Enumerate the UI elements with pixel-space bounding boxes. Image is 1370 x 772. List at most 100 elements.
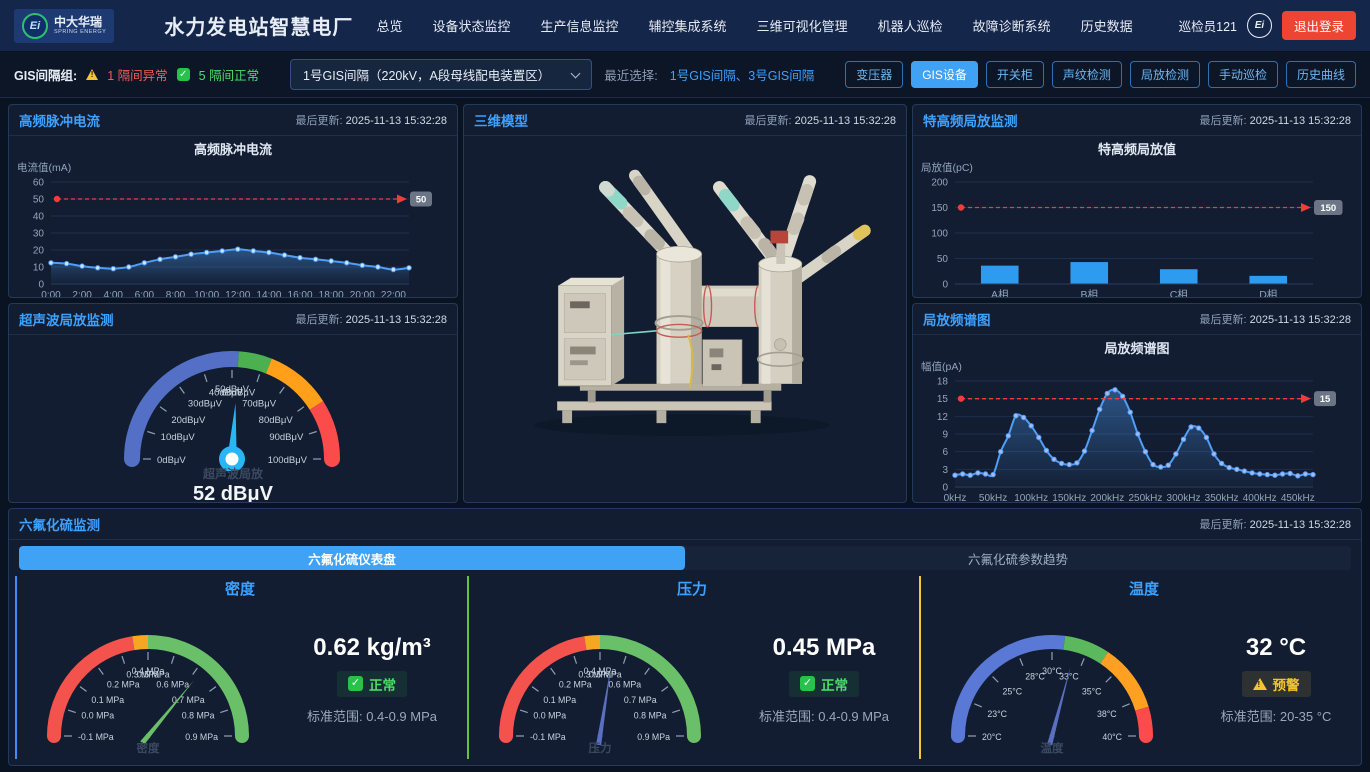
brand-name: 中大华瑞 [54, 14, 103, 29]
user-avatar-icon[interactable]: Ei [1246, 13, 1272, 38]
svg-text:0.1 MPa: 0.1 MPa [543, 695, 576, 705]
voiceprint-detect-button[interactable]: 声纹检测 [1051, 61, 1122, 88]
svg-text:35°C: 35°C [1082, 687, 1102, 697]
svg-text:350kHz: 350kHz [1205, 493, 1239, 503]
svg-text:0.5 MPa: 0.5 MPa [589, 669, 622, 679]
svg-text:12: 12 [937, 412, 949, 423]
card-title: 密度 [224, 581, 255, 598]
svg-text:0.0 MPa: 0.0 MPa [533, 710, 566, 720]
svg-text:0.7 MPa: 0.7 MPa [172, 695, 205, 705]
last-updated: 最后更新: 2025-11-13 15:32:28 [744, 115, 896, 127]
nav-item-history-data[interactable]: 历史数据 [1080, 19, 1133, 34]
svg-text:B相: B相 [1080, 288, 1098, 298]
svg-text:150: 150 [1320, 203, 1336, 214]
svg-text:10dBμV: 10dBμV [161, 432, 196, 443]
svg-text:0.8 MPa: 0.8 MPa [634, 710, 667, 720]
svg-text:6: 6 [942, 447, 948, 458]
svg-text:D相: D相 [1259, 288, 1277, 298]
svg-text:0dBμV: 0dBμV [157, 455, 186, 466]
transformer-button[interactable]: 变压器 [845, 61, 904, 88]
svg-text:8:00: 8:00 [166, 290, 186, 298]
nav-item-overview[interactable]: 总览 [376, 19, 403, 34]
svg-text:0.1 MPa: 0.1 MPa [91, 695, 124, 705]
svg-text:90dBμV: 90dBμV [269, 432, 304, 443]
svg-text:0.9 MPa: 0.9 MPa [637, 732, 670, 742]
switchgear-button[interactable]: 开关柜 [985, 61, 1044, 88]
svg-text:0.9 MPa: 0.9 MPa [185, 732, 218, 742]
panel-title: 高频脉冲电流 [19, 114, 100, 129]
tab-sf6-gauges[interactable]: 六氟化硫仪表盘 [19, 546, 685, 570]
standard-range: 标准范围: 20-35 °C [1220, 708, 1332, 724]
main-nav: 总览 设备状态监控 生产信息监控 辅控集成系统 三维可视化管理 机器人巡检 故障… [377, 16, 1133, 35]
svg-text:20°C: 20°C [982, 732, 1002, 742]
pd-detect-button[interactable]: 局放检测 [1129, 61, 1200, 88]
history-curve-button[interactable]: 历史曲线 [1285, 61, 1356, 88]
svg-text:-0.1 MPa: -0.1 MPa [78, 732, 114, 742]
temperature-value: 32 °C [1245, 633, 1307, 661]
panel-hf-pulse-current: 高频脉冲电流 最后更新: 2025-11-13 15:32:28 高频脉冲电流 … [8, 104, 458, 298]
panel-ultrasonic-pd: 超声波局放监测 最后更新: 2025-11-13 15:32:28 0dBμV 1… [8, 303, 458, 503]
svg-text:C相: C相 [1170, 288, 1188, 298]
svg-text:0: 0 [942, 483, 948, 494]
svg-text:50dBμV: 50dBμV [215, 384, 250, 395]
svg-text:200kHz: 200kHz [1090, 493, 1124, 503]
status-badge: 预警 [1241, 670, 1311, 697]
standard-range: 标准范围: 0.4-0.9 MPa [758, 708, 890, 724]
svg-text:0:00: 0:00 [41, 290, 61, 298]
card-title: 温度 [1128, 581, 1159, 598]
gis-3d-model[interactable] [464, 136, 906, 502]
svg-text:10: 10 [33, 263, 45, 274]
recent-links[interactable]: 1号GIS间隔、3号GIS间隔 [669, 69, 815, 83]
svg-text:22:00: 22:00 [381, 290, 406, 298]
ultrasonic-gauge: 0dBμV 10dBμV 20dBμV 30dBμV 40dBμV 50dBμV 60dBμ… [9, 339, 457, 472]
nav-item-3d-management[interactable]: 三维可视化管理 [756, 19, 848, 34]
nav-item-production-info[interactable]: 生产信息监控 [540, 19, 619, 34]
svg-text:23°C: 23°C [987, 709, 1007, 719]
panel-3d-model: 三维模型 最后更新: 2025-11-13 15:32:28 [463, 104, 907, 503]
svg-text:0.5 MPa: 0.5 MPa [137, 669, 170, 679]
svg-text:9: 9 [942, 430, 948, 441]
svg-text:100: 100 [931, 229, 948, 240]
last-updated: 最后更新: 2025-11-13 15:32:28 [1199, 115, 1351, 127]
svg-text:30: 30 [33, 229, 45, 240]
svg-text:幅值(pA): 幅值(pA) [921, 360, 962, 373]
svg-text:28°C: 28°C [1025, 671, 1045, 681]
manual-patrol-button[interactable]: 手动巡检 [1207, 61, 1278, 88]
normal-count: 5 隔间正常 [198, 69, 260, 83]
panel-uhf-pd: 特高频局放监测 最后更新: 2025-11-13 15:32:28 特高频局放值… [912, 104, 1362, 298]
warning-icon [86, 69, 99, 80]
last-updated: 最后更新: 2025-11-13 15:32:28 [295, 314, 447, 326]
svg-text:40dBμV: 40dBμV [209, 388, 244, 399]
nav-item-fault-diagnosis[interactable]: 故障诊断系统 [972, 19, 1051, 34]
chart-title: 局放频谱图 [1104, 341, 1170, 356]
nav-item-device-status[interactable]: 设备状态监控 [432, 19, 511, 34]
panel-pd-spectrum: 局放频谱图 最后更新: 2025-11-13 15:32:28 局放频谱图 幅值… [912, 303, 1362, 503]
svg-text:150: 150 [931, 203, 948, 214]
svg-text:300kHz: 300kHz [1167, 493, 1201, 503]
pressure-value: 0.45 MPa [772, 633, 876, 661]
gis-device-button[interactable]: GIS设备 [911, 61, 978, 88]
panel-title: 三维模型 [474, 114, 528, 129]
sf6-tabs: 六氟化硫仪表盘 六氟化硫参数趋势 [19, 546, 1351, 570]
gis-interval-select[interactable]: 1号GIS间隔（220kV，A段母线配电装置区） [290, 59, 593, 90]
panel-title: 超声波局放监测 [19, 313, 114, 328]
sf6-density-gauge: -0.1 MPa 0.0 MPa 0.1 MPa 0.2 MPa 0.3 MPa 0.4 … [23, 604, 273, 755]
chart-title: 特高频局放值 [1097, 142, 1176, 157]
logout-button[interactable]: 退出登录 [1281, 11, 1356, 40]
svg-text:15: 15 [1320, 394, 1331, 405]
ultrasonic-value: 52 dBμV [192, 483, 274, 503]
svg-text:50: 50 [937, 254, 949, 265]
hf-current-line-chart: 电流值(mA) 0 10 20 30 40 50 60 0:00 2:00 4:00 6:00 8:00… [9, 158, 457, 298]
nav-item-aux-control[interactable]: 辅控集成系统 [648, 19, 727, 34]
svg-text:4:00: 4:00 [104, 290, 124, 298]
svg-text:25°C: 25°C [1003, 687, 1023, 697]
svg-text:450kHz: 450kHz [1281, 493, 1315, 503]
sf6-temperature-card: 温度 20°C 23°C 25°C 28°C 30°C 33°C 35°C 38°C 40°C 温… [919, 576, 1361, 759]
svg-text:400kHz: 400kHz [1243, 493, 1277, 503]
nav-item-robot-patrol[interactable]: 机器人巡检 [877, 19, 943, 34]
svg-text:0kHz: 0kHz [944, 493, 967, 503]
gis-group-label: GIS间隔组: [14, 69, 78, 83]
pd-spectrum-chart: 幅值(pA) 0 3 6 9 12 15 18 0kHz 50kHz 100kHz 150kHz 200… [913, 357, 1361, 503]
tab-sf6-trend[interactable]: 六氟化硫参数趋势 [967, 552, 1068, 567]
svg-text:80dBμV: 80dBμV [259, 415, 294, 426]
